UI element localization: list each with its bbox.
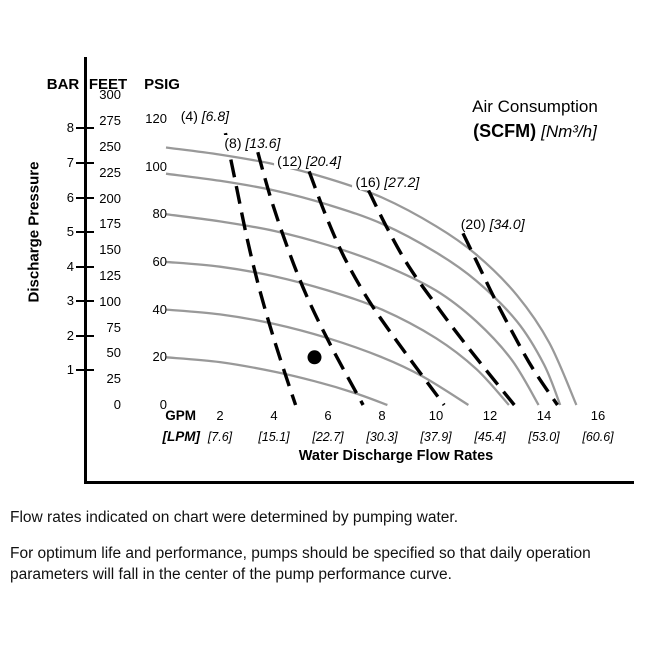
- gpm-tick-label: 6: [324, 408, 332, 423]
- bar-tick-label: 2: [66, 327, 74, 343]
- air-curve-(4): [223, 132, 298, 406]
- feet-tick-label: 300: [99, 87, 121, 103]
- air-curve-(8): [256, 151, 365, 406]
- gpm-tick-label: 8: [378, 408, 386, 423]
- feet-tick-label: 250: [99, 138, 121, 154]
- pump-performance-curve-6: [165, 356, 388, 407]
- air-curve-label-(4): (4) [6.8]: [177, 108, 232, 125]
- x-axis-line: [84, 481, 634, 484]
- pump-performance-curve-3: [165, 213, 540, 406]
- psig-tick-label: 120: [145, 110, 167, 126]
- psig-tick-label: 20: [152, 349, 167, 365]
- legend-units: (SCFM) [Nm³/h]: [438, 121, 632, 142]
- bar-tick-mark: [76, 231, 94, 234]
- chart-footnotes: Flow rates indicated on chart were deter…: [10, 507, 642, 600]
- lpm-tick-label: [7.6]: [207, 430, 233, 444]
- bar-tick-mark: [76, 196, 94, 199]
- gpm-unit-label: GPM: [165, 408, 196, 423]
- lpm-tick-label: [53.0]: [528, 430, 560, 444]
- bar-tick-mark: [76, 300, 94, 303]
- gpm-tick-label: 14: [536, 408, 552, 423]
- lpm-tick-label: [60.6]: [582, 430, 614, 444]
- pump-performance-curve-4: [165, 260, 510, 406]
- bar-tick-label: 3: [66, 293, 74, 309]
- bar-tick-mark: [76, 369, 94, 372]
- gpm-tick-label: 4: [270, 408, 278, 423]
- feet-tick-label: 100: [99, 293, 121, 309]
- feet-tick-label: 225: [99, 164, 121, 180]
- bar-tick-label: 5: [66, 224, 74, 240]
- bar-tick-label: 6: [66, 189, 74, 205]
- gpm-tick-label: 16: [590, 408, 606, 423]
- lpm-tick-label: [37.9]: [420, 430, 452, 444]
- x-axis-title: Water Discharge Flow Rates: [298, 448, 494, 464]
- bar-tick-label: 7: [66, 154, 74, 170]
- feet-tick-label: 275: [99, 113, 121, 129]
- air-curve-label-(8): (8) [13.6]: [221, 134, 284, 151]
- feet-tick-label: 75: [106, 319, 121, 335]
- pump-performance-curve-2: [165, 172, 562, 406]
- psig-tick-label: 60: [152, 253, 167, 269]
- bar-tick-label: 8: [66, 120, 74, 136]
- y-axis-line: [84, 57, 87, 484]
- feet-tick-label: 150: [99, 242, 121, 258]
- psig-tick-label: 0: [159, 397, 167, 412]
- feet-scale-header: FEET: [88, 76, 128, 93]
- psig-scale-header: PSIG: [144, 76, 180, 93]
- bar-tick-label: 1: [66, 362, 74, 378]
- lpm-tick-label: [22.7]: [312, 430, 344, 444]
- footnote-2: For optimum life and performance, pumps …: [10, 544, 591, 584]
- bar-scale-header: BAR: [46, 76, 80, 93]
- air-curve-(20): [461, 232, 559, 406]
- air-curve-label-(12): (12) [20.4]: [274, 152, 345, 169]
- gpm-tick-label: 12: [482, 408, 498, 423]
- psig-tick-label: 100: [145, 158, 167, 174]
- psig-tick-label: 40: [152, 301, 167, 317]
- lpm-tick-label: [45.4]: [474, 430, 506, 444]
- lpm-tick-label: [15.1]: [258, 430, 290, 444]
- legend-nm3h: [Nm³/h]: [541, 122, 597, 141]
- lpm-unit-label: [LPM]: [162, 429, 201, 444]
- psig-tick-label: 80: [152, 206, 167, 222]
- operating-point-dot: [307, 350, 322, 365]
- gpm-tick-label: 2: [216, 408, 224, 423]
- plot-area: [165, 132, 578, 407]
- feet-tick-label: 0: [113, 397, 121, 412]
- gpm-tick-label: 10: [428, 408, 444, 423]
- feet-tick-label: 125: [99, 267, 121, 283]
- air-curve-label-(16): (16) [27.2]: [352, 174, 423, 191]
- air-curve-(16): [366, 189, 516, 407]
- feet-tick-label: 50: [106, 345, 121, 361]
- bar-tick-mark: [76, 265, 94, 268]
- legend-scfm: (SCFM): [473, 121, 537, 141]
- feet-tick-label: 200: [99, 190, 121, 206]
- feet-tick-label: 175: [99, 216, 121, 232]
- legend-title: Air Consumption: [472, 97, 598, 116]
- air-curve-(12): [307, 170, 446, 407]
- pump-performance-curve-1: [165, 146, 578, 406]
- bar-tick-mark: [76, 161, 94, 164]
- air-curve-label-(20): (20) [34.0]: [457, 215, 528, 232]
- feet-tick-label: 25: [106, 371, 121, 387]
- bar-tick-label: 4: [66, 258, 74, 274]
- air-consumption-legend: Air Consumption (SCFM) [Nm³/h]: [438, 97, 632, 142]
- footnote-1: Flow rates indicated on chart were deter…: [10, 509, 459, 526]
- bar-tick-mark: [76, 127, 94, 130]
- lpm-tick-label: [30.3]: [366, 430, 398, 444]
- bar-tick-mark: [76, 334, 94, 337]
